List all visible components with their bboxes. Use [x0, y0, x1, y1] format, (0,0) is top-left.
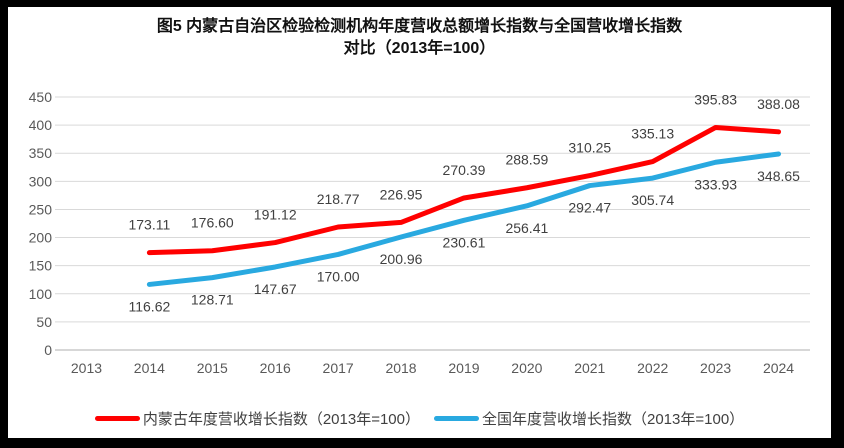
x-tick-label: 2022: [637, 360, 668, 376]
x-tick-label: 2014: [134, 360, 165, 376]
x-tick-label: 2018: [385, 360, 416, 376]
data-label: 176.60: [191, 215, 234, 231]
blue-line-swatch-icon: [434, 416, 479, 421]
data-label: 191.12: [254, 207, 297, 223]
chart-title: 图5 内蒙古自治区检验检测机构年度营收总额增长指数与全国营收增长指数 对比（20…: [8, 16, 831, 60]
data-label: 292.47: [568, 200, 611, 216]
data-label: 348.65: [757, 168, 800, 184]
data-label: 305.74: [631, 192, 674, 208]
chart-legend: 内蒙古年度营收增长指数（2013年=100） 全国年度营收增长指数（2013年=…: [8, 408, 831, 429]
data-label: 335.13: [631, 126, 674, 142]
data-label: 170.00: [317, 268, 360, 284]
chart-title-line2: 对比（2013年=100）: [343, 40, 496, 57]
x-tick-label: 2013: [71, 360, 102, 376]
y-tick-label: 450: [29, 89, 53, 105]
legend-item-neimenggu: 内蒙古年度营收增长指数（2013年=100）: [94, 408, 420, 429]
data-label: 218.77: [317, 191, 360, 207]
y-tick-label: 400: [29, 117, 53, 133]
x-tick-label: 2024: [763, 360, 794, 376]
data-label: 333.93: [694, 176, 737, 192]
y-tick-label: 0: [44, 342, 52, 358]
data-label: 395.83: [694, 91, 737, 107]
data-label: 147.67: [254, 281, 297, 297]
y-tick-label: 50: [36, 314, 52, 330]
series-line-1: [146, 151, 782, 287]
y-tick-label: 250: [29, 201, 53, 217]
y-tick-label: 100: [29, 286, 53, 302]
y-tick-label: 300: [29, 173, 53, 189]
y-tick-label: 350: [29, 145, 53, 161]
data-label: 270.39: [443, 162, 486, 178]
legend-label-neimenggu: 内蒙古年度营收增长指数（2013年=100）: [142, 411, 420, 428]
legend-label-quanguo: 全国年度营收增长指数（2013年=100）: [482, 411, 745, 428]
data-label: 288.59: [505, 152, 548, 168]
y-tick-label: 150: [29, 258, 53, 274]
data-label: 128.71: [191, 292, 234, 308]
chart-page: 图5 内蒙古自治区检验检测机构年度营收总额增长指数与全国营收增长指数 对比（20…: [8, 7, 831, 438]
chart-canvas: 450 400 350 300 250 200 150 100 50 0 2013 2014 2015 2…: [29, 89, 810, 376]
x-tick-label: 2015: [197, 360, 228, 376]
data-label: 310.25: [568, 140, 611, 156]
x-tick-label: 2020: [511, 360, 542, 376]
data-label: 388.08: [757, 96, 800, 112]
data-label: 230.61: [443, 234, 486, 250]
x-tick-label: 2016: [260, 360, 291, 376]
x-tick-label: 2017: [323, 360, 354, 376]
data-label: 200.96: [380, 251, 423, 267]
data-label: 226.95: [380, 186, 423, 202]
data-label: 116.62: [128, 298, 170, 314]
red-line-swatch-icon: [94, 416, 140, 421]
x-tick-label: 2021: [574, 360, 605, 376]
chart-title-line1: 图5 内蒙古自治区检验检测机构年度营收总额增长指数与全国营收增长指数: [156, 18, 683, 35]
data-label: 173.11: [128, 217, 170, 233]
x-tick-label: 2023: [700, 360, 731, 376]
series-line-0: [146, 124, 782, 256]
y-tick-label: 200: [29, 230, 53, 246]
data-label: 256.41: [505, 220, 548, 236]
legend-item-quanguo: 全国年度营收增长指数（2013年=100）: [434, 408, 744, 429]
x-tick-label: 2019: [448, 360, 479, 376]
